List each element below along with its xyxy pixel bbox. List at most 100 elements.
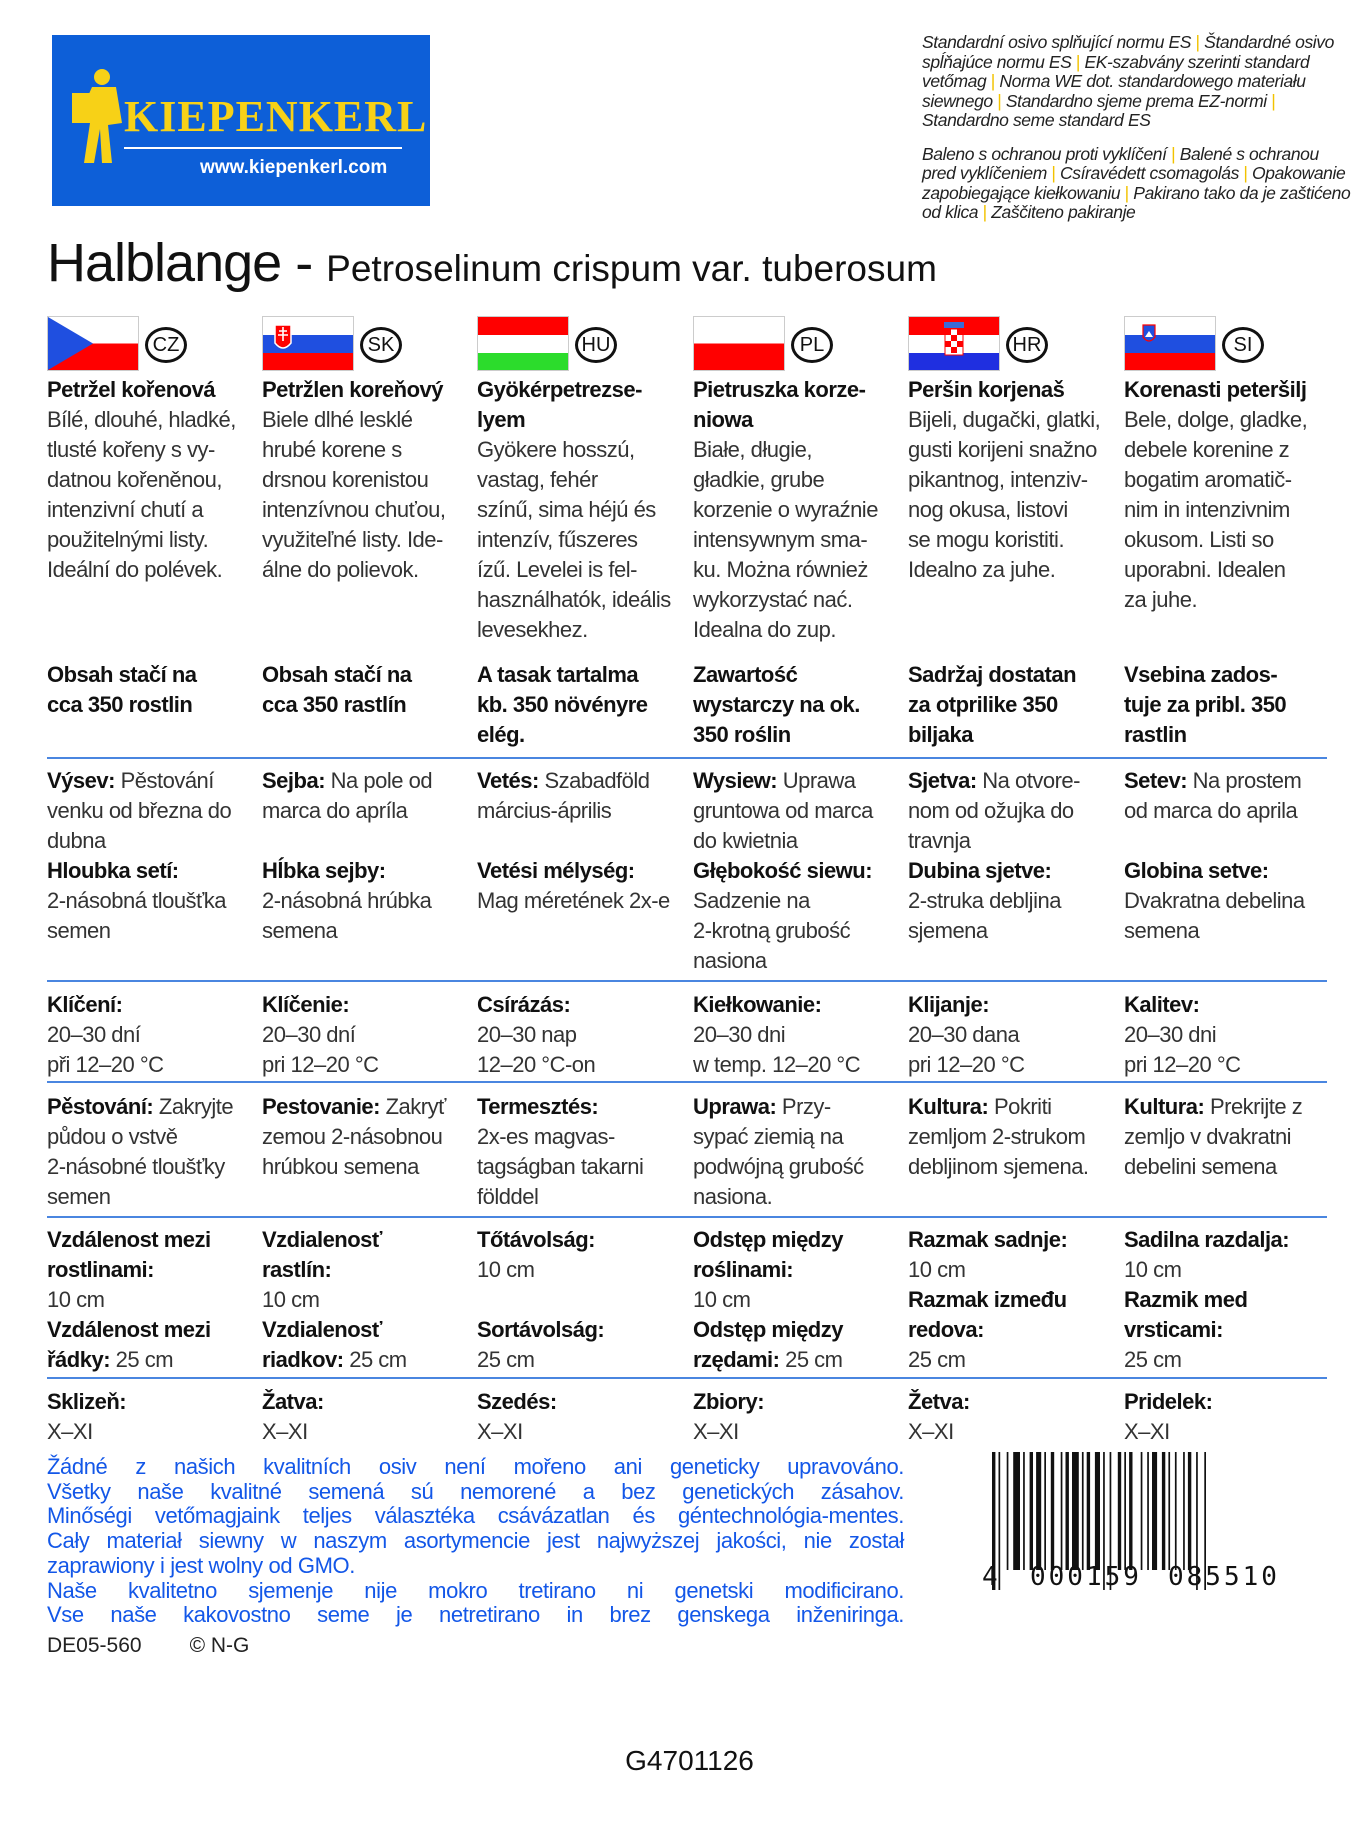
variety-name: Halblange -: [47, 233, 313, 293]
cell-label: Vzdálenost mezi řádky:: [47, 1317, 211, 1372]
germ-cell: Klíčenie: 20–30 dní pri 12–20 °C: [262, 990, 482, 1080]
cell-label: Wysiew:: [693, 768, 778, 793]
crop-description: Gyökere hosszú, vastag, fehér színű, sim…: [477, 437, 671, 642]
cell-value: 25 cm: [110, 1347, 174, 1372]
cell-value: 10 cm: [477, 1257, 535, 1282]
flag-hu-icon: [477, 316, 569, 371]
separator: |: [1171, 143, 1176, 164]
cell-value: X–XI: [477, 1419, 523, 1444]
content-cell: Zawartość wystarczy na ok. 350 roślin: [693, 660, 913, 750]
separator: |: [1124, 182, 1130, 203]
cell-value: 20–30 dní pri 12–20 °C: [262, 1022, 379, 1077]
sow-cell: Wysiew: Uprawa gruntowa od marca do kwie…: [693, 766, 913, 976]
description-cell: Peršin korjenaš Bijeli, dugački, glatki,…: [908, 375, 1128, 585]
barcode-bar: [1094, 1452, 1100, 1570]
cell-label: Klíčenie:: [262, 992, 350, 1017]
notice-line: zaprawiony i jest wolny od GMO.: [47, 1552, 355, 1578]
barcode-bar: [1187, 1452, 1192, 1570]
cell-label: Razmik med vrsticami:: [1124, 1287, 1248, 1342]
barcode-bar: [1086, 1452, 1091, 1570]
crop-heading: Korenasti peteršilj: [1124, 377, 1307, 402]
country-code-badge: SI: [1222, 327, 1264, 363]
crop-heading: Petržlen koreňový: [262, 377, 444, 402]
barcode-bar: [1109, 1452, 1112, 1590]
harvest-cell: Pridelek: X–XI: [1124, 1387, 1344, 1447]
description-cell: Petržel kořenová Bílé, dlouhé, hladké, t…: [47, 375, 267, 585]
barcode-bar: [1161, 1452, 1166, 1570]
packaging-statement: Baleno s ochranou proti vyklíčení | Bale…: [922, 143, 1352, 223]
barcode-bar: [1117, 1452, 1122, 1570]
copyright: © N-G: [189, 1634, 250, 1657]
cell-label: Dubina sjetve:: [908, 858, 1052, 883]
barcode-bar: [1029, 1452, 1033, 1570]
cell-value: Zakryjte půdou o vstvě 2-násobné tloušťk…: [47, 1094, 234, 1209]
cell-label: Klijanje:: [908, 992, 990, 1017]
sow-cell: Vetés: Szabadföld március-április Vetési…: [477, 766, 697, 916]
cell-value: 20–30 dní při 12–20 °C: [47, 1022, 164, 1077]
standard-phrase: Standardno seme standard ES: [922, 110, 1151, 130]
barcode-bar: [1204, 1452, 1206, 1590]
crop-heading: Peršin korjenaš: [908, 377, 1065, 402]
description-cell: Pietruszka korze- niowa Białe, długie, g…: [693, 375, 913, 645]
sow-cell: Sjetva: Na otvore- nom od ožujka do trav…: [908, 766, 1128, 946]
standard-phrase: Norma WE dot. standardowego materiału si…: [922, 71, 1306, 111]
cell-value: Sadzenie na 2-krotną grubość nasiona: [693, 888, 851, 973]
cell-value: 20–30 dana pri 12–20 °C: [908, 1022, 1025, 1077]
barcode-bar: [1168, 1452, 1171, 1570]
germ-cell: Klijanje: 20–30 dana pri 12–20 °C: [908, 990, 1128, 1080]
cell-value: 25 cm: [779, 1347, 843, 1372]
cell-label: Tőtávolság:: [477, 1227, 595, 1252]
cell-value: 25 cm: [1124, 1347, 1182, 1372]
sow-cell: Setev: Na prostem od marca do aprila Glo…: [1124, 766, 1344, 946]
barcode-bar: [1174, 1452, 1177, 1570]
crop-heading: Petržel kořenová: [47, 377, 216, 402]
cell-value: X–XI: [262, 1419, 308, 1444]
kiepenkerl-logo: KIEPENKERL www.kiepenkerl.com: [52, 35, 430, 206]
cult-cell: Pěstování: Zakryjte půdou o vstvě 2-náso…: [47, 1092, 267, 1212]
cult-cell: Kultura: Prekrijte z zemljo v dvakratni …: [1124, 1092, 1344, 1182]
cell-label: Sadilna razdalja:: [1124, 1227, 1290, 1252]
harvest-cell: Sklizeň: X–XI: [47, 1387, 267, 1447]
cell-value: Mag méretének 2x-e: [477, 888, 670, 913]
standard-phrase: Standardní osivo splňující normu ES: [922, 32, 1192, 52]
cell-value: Pěstování venku od března do dubna: [47, 768, 232, 853]
notice-line: Všetky naše kvalitné semená sú nemorené …: [47, 1478, 904, 1504]
crop-heading: Gyökérpetrezse- lyem: [477, 377, 642, 432]
notice-line: Žádné z našich kvalitních osiv není moře…: [47, 1454, 904, 1479]
cell-label: Vzdialenosť riadkov:: [262, 1317, 382, 1372]
space-cell: Sadilna razdalja: 10 cm Razmik med vrsti…: [1124, 1225, 1344, 1375]
cell-value: Przy- sypać ziemią na podwójną grubość n…: [693, 1094, 864, 1209]
cult-cell: Pestovanie: Zakryť zemou 2-násobnou hrúb…: [262, 1092, 482, 1182]
cell-value: 2x-es magvas- tagságban takarni földdel: [477, 1124, 644, 1209]
cell-label: Vzdálenost mezi rostlinami:: [47, 1227, 211, 1282]
cell-value: X–XI: [908, 1419, 954, 1444]
content-cell: A tasak tartalma kb. 350 növényre elég.: [477, 660, 697, 750]
cell-value: Na pole od marca do apríla: [262, 768, 433, 823]
country-code-badge: SK: [360, 327, 402, 363]
description-cell: Korenasti peteršilj Bele, dolge, gladke,…: [1124, 375, 1344, 615]
barcode-bar: [1060, 1452, 1063, 1570]
cell-label: Csírázás:: [477, 992, 571, 1017]
notice-line: Naše kvalitetno sjemenje nije mokro tret…: [47, 1577, 904, 1603]
sow-cell: Sejba: Na pole od marca do apríla Hĺbka …: [262, 766, 482, 946]
product-code: G4701126: [0, 1745, 1367, 1777]
cell-label: Kultura:: [1124, 1094, 1205, 1119]
cell-value: 2-násobná tloušťka semen: [47, 888, 227, 943]
cell-label: Žatva:: [262, 1389, 324, 1414]
sow-cell: Výsev: Pěstování venku od března do dubn…: [47, 766, 267, 946]
cell-label: Žetva:: [908, 1389, 970, 1414]
cell-value: Szabadföld március-április: [477, 768, 650, 823]
separator: |: [1051, 163, 1056, 183]
flag-pl-icon: [693, 316, 785, 371]
divider: [47, 1377, 1327, 1379]
germ-cell: Klíčení: 20–30 dní při 12–20 °C: [47, 990, 267, 1080]
cell-label: Vetési mélység:: [477, 858, 635, 883]
barcode-bar: [1152, 1452, 1158, 1570]
barcode-bar: [1036, 1452, 1042, 1570]
cell-label: Vetés:: [477, 768, 539, 793]
cell-value: Na otvore- nom od ožujka do travnja: [908, 768, 1080, 853]
cell-label: Pridelek:: [1124, 1389, 1213, 1414]
crop-description: Bele, dolge, gladke, debele korenine z b…: [1124, 407, 1308, 612]
cell-label: Sortávolság:: [477, 1317, 605, 1342]
barcode-bar: [1023, 1452, 1025, 1570]
